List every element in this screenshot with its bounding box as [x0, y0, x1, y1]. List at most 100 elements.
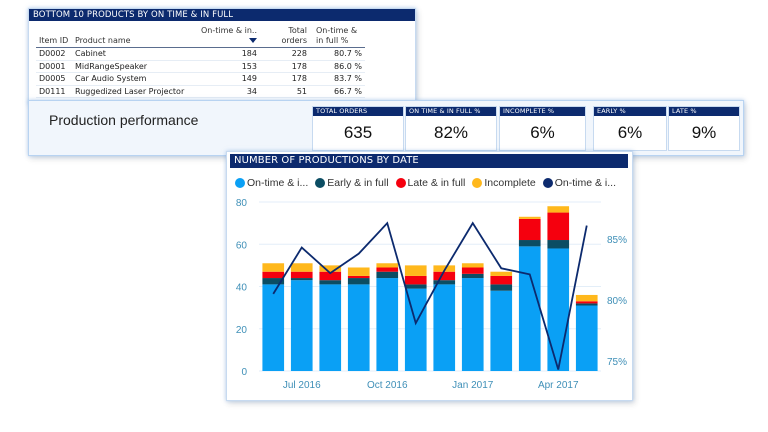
legend-label: Incomplete: [484, 177, 536, 189]
total-orders-cell: 178: [260, 60, 310, 73]
legend-label: Early & in full: [327, 177, 389, 189]
productions-chart: 0 20 40 60 80 75% 80% 85% Jul 2016 Oct 2016 Jan 20…: [236, 198, 627, 391]
col-header-on-time-pct[interactable]: On-time & in full %: [310, 24, 365, 48]
bar-segment: [376, 263, 399, 268]
bar-segment: [461, 273, 484, 279]
legend-item[interactable]: On-time & i...: [235, 177, 308, 189]
col-header-product-name[interactable]: Product name: [72, 24, 196, 48]
y2-tick-label: 80%: [607, 296, 627, 307]
bar-segment: [290, 271, 313, 279]
on-time-pct-cell: 83.7 %: [310, 72, 365, 86]
on-time-pct-cell: 86.0 %: [310, 60, 365, 73]
legend-dot-icon: [315, 178, 326, 188]
table-row[interactable]: D0111 Ruggedized Laser Projector 34 51 66.7 …: [36, 85, 365, 98]
bar-segment: [262, 284, 285, 371]
bar-segment: [347, 275, 370, 279]
on-time-pct-line: [272, 221, 588, 370]
y-tick-label: 60: [236, 240, 248, 251]
x-tick-label: Jul 2016: [283, 380, 321, 391]
legend-dot-icon: [472, 178, 483, 188]
legend-label: On-time & i...: [554, 177, 616, 189]
y-tick-label: 40: [236, 283, 248, 294]
bar-segment: [319, 265, 342, 272]
bar-segment: [575, 301, 598, 304]
bar-segment: [490, 271, 513, 276]
bar-segment: [319, 271, 342, 281]
col-header-on-time[interactable]: On-time & in..: [196, 24, 260, 48]
table-row[interactable]: D0005 Car Audio System 149 178 83.7 %: [36, 72, 365, 86]
table-row[interactable]: D0002 Cabinet 184 228 80.7 %: [36, 47, 365, 61]
bar-segment: [461, 278, 484, 371]
x-tick-label: Apr 2017: [538, 380, 579, 391]
legend-label: On-time & i...: [247, 177, 309, 189]
legend-dot-icon: [235, 178, 245, 188]
bottom-products-table: Item ID Product name On-time & in.. Tota…: [36, 24, 365, 98]
col-pct-line2: in full %: [316, 36, 349, 45]
bar-segment: [518, 240, 541, 247]
chart-legend: On-time & i... Early & in full Late & in f…: [235, 177, 623, 191]
on-time-cell: 149: [196, 72, 260, 86]
col-header-total-orders[interactable]: Total orders: [260, 24, 310, 48]
bar-segment: [433, 284, 456, 371]
bar-segment: [347, 267, 370, 276]
bar-segment: [262, 263, 285, 272]
col-header-item-id[interactable]: Item ID: [36, 24, 72, 48]
bar-segment: [547, 248, 570, 371]
product-name-cell: Ruggedized Laser Projector: [72, 85, 196, 98]
legend-item[interactable]: Early & in full: [315, 177, 389, 189]
y-tick-label: 80: [236, 198, 248, 209]
bar-segment: [376, 278, 399, 371]
bar-segment: [547, 212, 570, 241]
bar-segment: [461, 263, 484, 268]
kpi-on-time-in-full: ON TIME & IN FULL % 82%: [405, 106, 497, 151]
kpi-label: INCOMPLETE %: [500, 107, 585, 116]
bar-segment: [290, 280, 313, 371]
total-orders-cell: 51: [260, 85, 310, 98]
on-time-pct-cell: 66.7 %: [310, 85, 365, 98]
bar-segment: [376, 267, 399, 272]
product-name-cell: Car Audio System: [72, 72, 196, 86]
sort-descending-icon[interactable]: [249, 38, 257, 43]
bar-segment: [319, 280, 342, 285]
kpi-total-orders: TOTAL ORDERS 635: [312, 106, 404, 151]
kpi-incomplete: INCOMPLETE % 6%: [499, 106, 586, 151]
kpi-early: EARLY % 6%: [593, 106, 667, 151]
bar-segment: [262, 278, 285, 285]
legend-dot-icon: [395, 178, 406, 188]
bar-segment: [262, 271, 285, 279]
kpi-label: ON TIME & IN FULL %: [406, 107, 496, 116]
bar-segment: [490, 275, 513, 285]
item-id-cell: D0111: [36, 85, 72, 98]
bar-segment: [461, 267, 484, 274]
bar-segment: [404, 288, 427, 371]
table-row[interactable]: D0001 MidRangeSpeaker 153 178 86.0 %: [36, 60, 365, 73]
kpi-label: TOTAL ORDERS: [313, 107, 403, 116]
bar-segment: [575, 303, 598, 306]
bottom-products-table-panel: BOTTOM 10 PRODUCTS BY ON TIME & IN FULL …: [28, 8, 416, 104]
kpi-value: 9%: [691, 123, 717, 142]
bar-segment: [518, 216, 541, 219]
performance-title: Production performance: [49, 112, 199, 128]
item-id-cell: D0001: [36, 60, 72, 73]
legend-item[interactable]: On-time & i...: [542, 177, 616, 189]
bar-segment: [433, 271, 456, 281]
kpi-value: 82%: [433, 123, 469, 142]
total-orders-cell: 228: [260, 47, 310, 61]
on-time-cell: 34: [196, 85, 260, 98]
x-tick-label: Jan 2017: [452, 380, 494, 391]
bar-segment: [518, 246, 541, 371]
legend-item[interactable]: Incomplete: [472, 177, 536, 189]
legend-dot-icon: [542, 178, 553, 188]
on-time-cell: 184: [196, 47, 260, 61]
y2-tick-label: 75%: [607, 357, 627, 368]
productions-by-date-chart-panel: NUMBER OF PRODUCTIONS BY DATE On-time & …: [226, 151, 633, 401]
bar-segment: [518, 218, 541, 241]
kpi-value: 6%: [530, 123, 555, 142]
product-name-cell: MidRangeSpeaker: [72, 60, 196, 73]
item-id-cell: D0002: [36, 47, 72, 61]
y-tick-label: 0: [241, 367, 247, 378]
legend-label: Late & in full: [407, 177, 466, 189]
x-tick-label: Oct 2016: [367, 380, 408, 391]
legend-item[interactable]: Late & in full: [395, 177, 466, 189]
production-performance-panel: Production performance TOTAL ORDERS 635 …: [28, 100, 744, 156]
